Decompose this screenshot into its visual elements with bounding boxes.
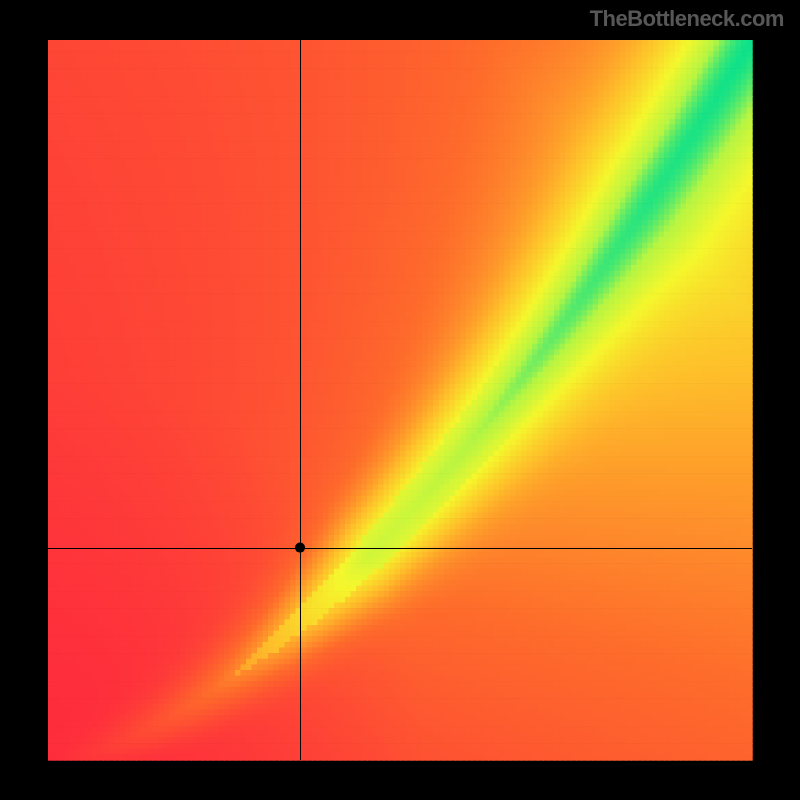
figure-root: TheBottleneck.com xyxy=(0,0,800,800)
bottleneck-heatmap-canvas xyxy=(0,0,800,800)
watermark-text: TheBottleneck.com xyxy=(590,6,784,32)
